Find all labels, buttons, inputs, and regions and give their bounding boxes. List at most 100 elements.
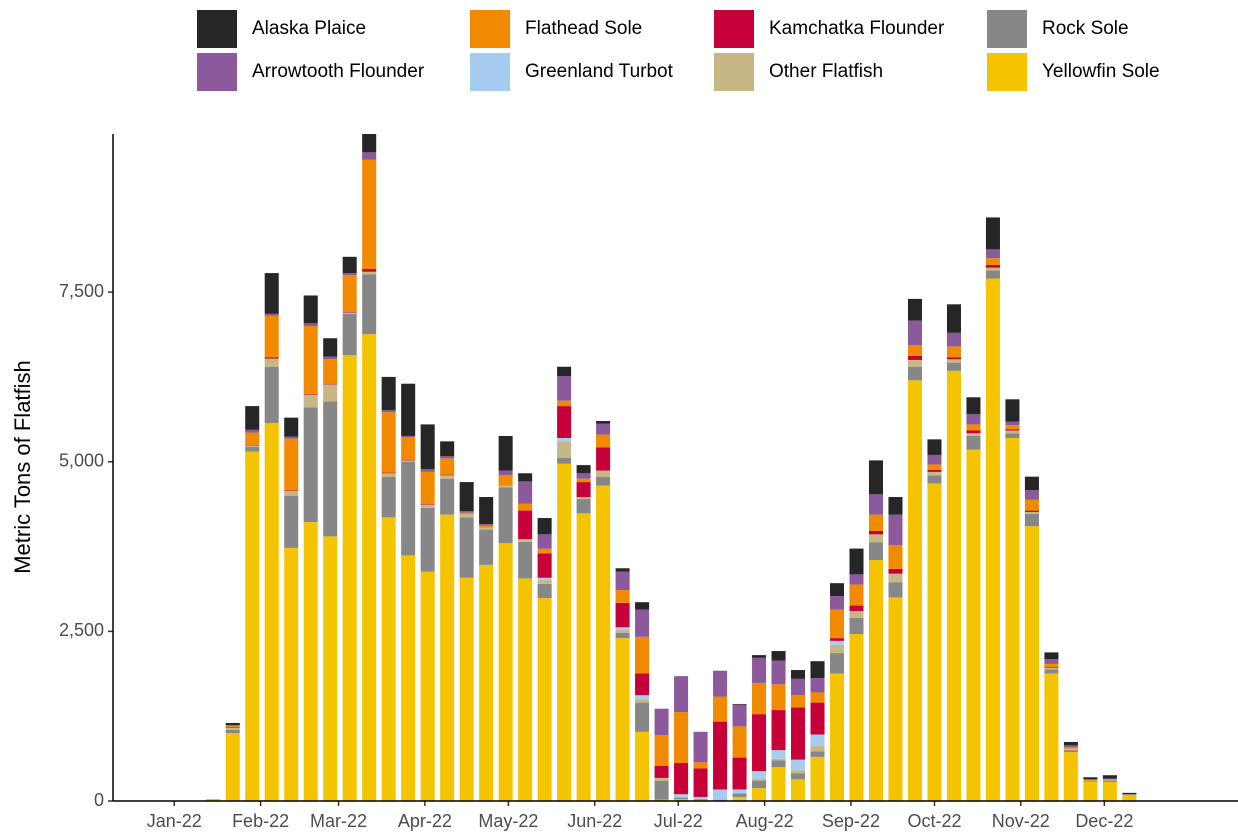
bar-segment bbox=[1044, 667, 1059, 669]
bar-segment bbox=[1122, 794, 1137, 795]
bar-segment bbox=[557, 376, 572, 401]
bar-segment bbox=[713, 789, 728, 800]
bar-segment bbox=[498, 485, 513, 488]
legend-label: Flathead Sole bbox=[525, 18, 642, 39]
bar-segment bbox=[264, 313, 279, 316]
bar-segment bbox=[1044, 673, 1059, 801]
bar-segment bbox=[966, 449, 981, 801]
bar-segment bbox=[849, 548, 864, 575]
bar-segment bbox=[303, 407, 318, 523]
bar-segment bbox=[284, 490, 299, 491]
bar-segment bbox=[888, 573, 903, 583]
x-tick-label: Oct-22 bbox=[907, 811, 961, 831]
bar-segment bbox=[576, 497, 591, 500]
bar-segment bbox=[225, 725, 240, 728]
bar-segment bbox=[323, 356, 338, 360]
bar-segment bbox=[1083, 779, 1098, 781]
bar-segment bbox=[907, 345, 922, 356]
bar-segment bbox=[557, 463, 572, 801]
bar-segment bbox=[615, 602, 630, 628]
bar-segment bbox=[401, 435, 416, 438]
bar-segment bbox=[459, 512, 474, 514]
bar-segment bbox=[829, 638, 845, 641]
bar-segment bbox=[635, 602, 650, 610]
bar-segment bbox=[1005, 425, 1020, 430]
bar-segment bbox=[1102, 780, 1117, 783]
bar-segment bbox=[225, 733, 240, 801]
bar-segment bbox=[342, 273, 357, 276]
bar-segment bbox=[868, 560, 884, 801]
bar-segment bbox=[479, 529, 494, 565]
bar-segment bbox=[362, 271, 377, 275]
bar-segment bbox=[1063, 741, 1078, 746]
bar-segment bbox=[635, 636, 650, 674]
bar-segment bbox=[752, 788, 767, 801]
x-tick-label: Dec-22 bbox=[1075, 811, 1133, 831]
bar-segment bbox=[927, 475, 942, 484]
bar-segment bbox=[654, 708, 669, 736]
bar-segment bbox=[966, 414, 981, 425]
bar-segment bbox=[771, 758, 786, 761]
legend-swatch bbox=[987, 10, 1027, 48]
bar-segment bbox=[810, 746, 825, 752]
bar-segment bbox=[752, 771, 767, 779]
bar-segment bbox=[713, 799, 728, 801]
bar-segment bbox=[829, 583, 845, 597]
bar-segment bbox=[810, 661, 825, 679]
bar-segment bbox=[225, 727, 240, 730]
bar-segment bbox=[440, 514, 455, 801]
bar-segment bbox=[284, 495, 299, 548]
bar-segment bbox=[946, 332, 961, 347]
bar-segment bbox=[946, 357, 961, 360]
bar-segment bbox=[888, 514, 903, 546]
bar-segment bbox=[615, 627, 630, 631]
bar-segment bbox=[888, 497, 903, 515]
bar-segment bbox=[1024, 490, 1039, 500]
x-tick-label: Jun-22 bbox=[567, 811, 622, 831]
bar-segment bbox=[596, 485, 611, 801]
bar-segment bbox=[498, 470, 513, 476]
bar-segment bbox=[479, 525, 494, 528]
bar-segment bbox=[303, 295, 318, 324]
bar-segment bbox=[1024, 526, 1039, 801]
legend-swatch bbox=[714, 10, 754, 48]
bar-segment bbox=[420, 571, 435, 801]
bar-segment bbox=[284, 547, 299, 801]
bar-segment bbox=[1102, 779, 1117, 780]
bar-segment bbox=[635, 702, 650, 732]
bar-segment bbox=[810, 756, 825, 801]
bar-segment bbox=[420, 507, 435, 572]
bar-segment bbox=[323, 338, 338, 357]
bar-segment bbox=[615, 630, 630, 633]
bar-segment bbox=[303, 394, 318, 408]
bar-segment bbox=[401, 555, 416, 801]
bar-segment bbox=[537, 579, 552, 584]
bar-segment bbox=[479, 527, 494, 530]
bar-segment bbox=[810, 751, 825, 757]
bar-segment bbox=[459, 511, 474, 513]
bar-segment bbox=[635, 695, 650, 700]
bar-segment bbox=[1083, 780, 1098, 782]
bar-segment bbox=[420, 424, 435, 470]
bar-segment bbox=[1024, 476, 1039, 491]
bar-segment bbox=[576, 513, 591, 801]
bar-segment bbox=[674, 797, 689, 799]
bar-segment bbox=[323, 401, 338, 537]
bar-segment bbox=[576, 482, 591, 498]
bar-segment bbox=[323, 384, 338, 402]
bar-segment bbox=[752, 655, 767, 658]
bar-segment bbox=[654, 780, 669, 800]
bar-segment bbox=[245, 406, 260, 430]
bar-segment bbox=[303, 326, 318, 394]
bar-segment bbox=[557, 437, 572, 442]
bar-segment bbox=[420, 504, 435, 508]
bar-segment bbox=[771, 651, 786, 661]
bar-segment bbox=[1063, 747, 1078, 749]
bar-segment bbox=[245, 444, 260, 446]
bar-segment bbox=[342, 355, 357, 801]
bar-segment bbox=[596, 423, 611, 435]
bar-segment bbox=[829, 653, 845, 674]
bar-segment bbox=[264, 273, 279, 314]
bar-segment bbox=[420, 471, 435, 504]
